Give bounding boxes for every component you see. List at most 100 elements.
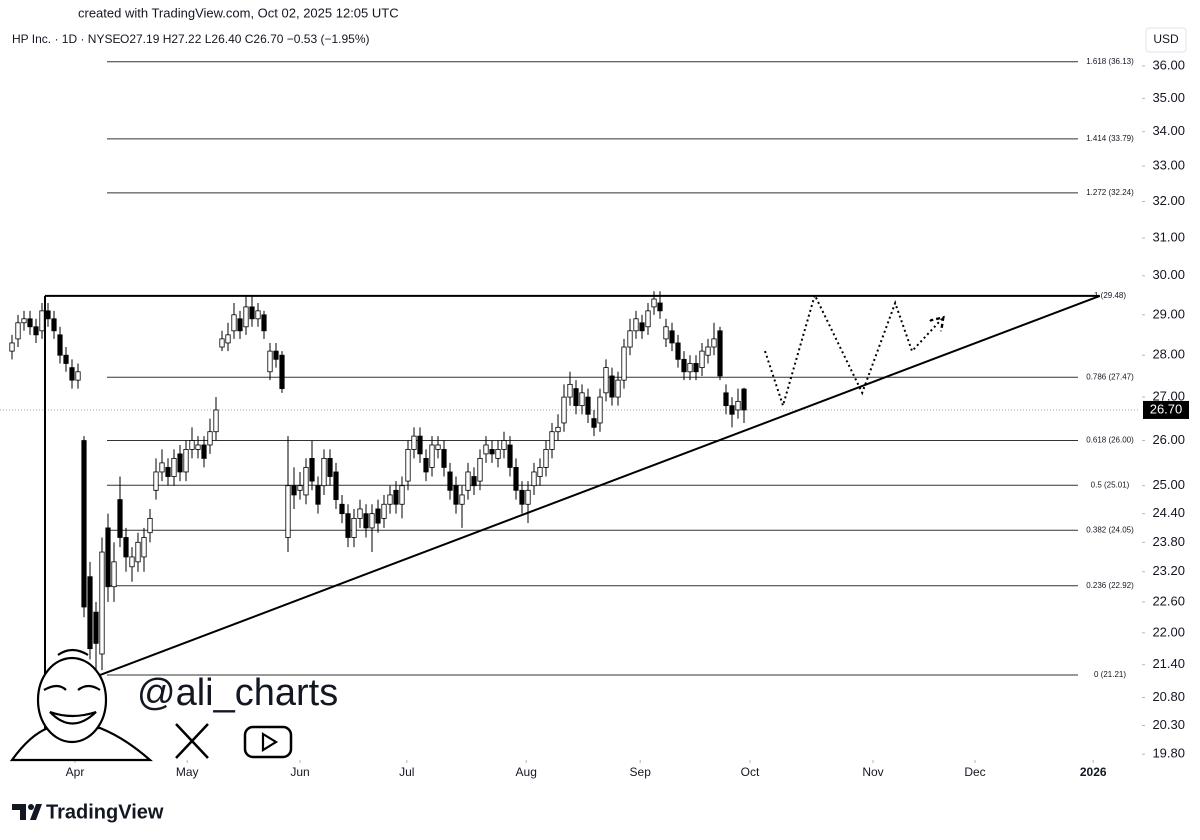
- fib-label: 0.5 (25.01): [1091, 480, 1130, 489]
- candle-body: [441, 449, 447, 468]
- fib-label: 1.414 (33.79): [1086, 134, 1134, 143]
- candle-body: [231, 314, 237, 332]
- candle-body: [591, 418, 597, 428]
- candle-body: [81, 440, 87, 608]
- candle-body: [507, 444, 513, 468]
- x-tick-label: Jul: [399, 765, 414, 779]
- candle-body: [39, 310, 45, 332]
- candle-body: [201, 444, 207, 459]
- candle-body: [711, 338, 717, 348]
- candle-body: [165, 467, 171, 477]
- candle-body: [267, 350, 273, 373]
- y-tick-label: 23.80: [1152, 534, 1185, 549]
- x-icon: [175, 723, 209, 759]
- candle-body: [483, 444, 489, 455]
- last-price-box: [1143, 400, 1189, 419]
- candle-body: [393, 489, 399, 505]
- y-tick-label: 25.00: [1152, 477, 1185, 492]
- candle-body: [489, 449, 495, 455]
- candle-body: [531, 471, 537, 487]
- candle-body: [333, 471, 339, 500]
- fib-label: 0.236 (22.92): [1086, 581, 1134, 590]
- candle-body: [189, 440, 195, 450]
- candle-body: [387, 494, 393, 505]
- candle-body: [741, 388, 747, 411]
- candle-body: [723, 392, 729, 407]
- candle-body: [33, 326, 39, 336]
- candle-body: [225, 334, 231, 344]
- candle-body: [579, 392, 585, 407]
- candle-body: [561, 396, 567, 424]
- candle-body: [57, 334, 63, 356]
- y-tick-label: 26.00: [1152, 432, 1185, 447]
- candle-body: [243, 306, 249, 328]
- candle-body: [429, 444, 435, 468]
- candle-body: [717, 330, 723, 377]
- candle-body: [123, 537, 129, 558]
- candle-body: [549, 431, 555, 450]
- candle-body: [249, 306, 255, 320]
- candle-body: [291, 485, 297, 496]
- candle-body: [21, 318, 27, 324]
- candle-body: [501, 440, 507, 450]
- candle-body: [525, 489, 531, 505]
- candle-body: [357, 508, 363, 519]
- youtube-icon: [243, 725, 293, 759]
- candle-body: [9, 342, 15, 352]
- x-tick-label: Apr: [66, 765, 85, 779]
- currency: USD: [1153, 32, 1179, 46]
- candle-body: [381, 503, 387, 519]
- candle-body: [447, 471, 453, 491]
- candle-body: [669, 330, 675, 344]
- candle-body: [87, 576, 93, 650]
- brand: TradingView: [46, 801, 164, 823]
- candle-body: [99, 551, 105, 655]
- candle-body: [399, 485, 405, 505]
- y-tick-label: 29.00: [1152, 306, 1185, 321]
- candle-body: [255, 310, 261, 320]
- x-tick-label: May: [176, 765, 199, 779]
- candle-body: [663, 326, 669, 340]
- y-tick-label: 27.00: [1152, 389, 1185, 404]
- candle-body: [111, 561, 117, 588]
- y-tick-label: 32.00: [1152, 193, 1185, 208]
- candle-body: [537, 467, 543, 477]
- pattern-line: [99, 294, 1101, 676]
- candle-body: [75, 371, 81, 381]
- candle-body: [411, 435, 417, 450]
- candle-body: [261, 314, 267, 332]
- candle-body: [63, 354, 69, 364]
- candle-body: [513, 467, 519, 491]
- y-tick-label: 24.40: [1152, 505, 1185, 520]
- candle-body: [675, 342, 681, 360]
- candle-body: [465, 471, 471, 491]
- currency-box: [1145, 27, 1187, 53]
- candle-body: [471, 476, 477, 487]
- candle-body: [699, 350, 705, 369]
- candle-body: [237, 318, 243, 332]
- candle-body: [153, 471, 159, 491]
- fib-label: 0.618 (26.00): [1086, 436, 1134, 445]
- candle-body: [459, 494, 465, 505]
- y-tick-label: 22.00: [1152, 624, 1185, 639]
- y-tick-label: 34.00: [1152, 123, 1185, 138]
- symbol: HP Inc. · 1D · NYSE: [12, 32, 120, 46]
- candle-body: [375, 508, 381, 524]
- candle-body: [147, 517, 153, 534]
- candle-body: [555, 426, 561, 433]
- y-tick-label: 28.00: [1152, 347, 1185, 362]
- candle-body: [573, 388, 579, 407]
- candle-body: [171, 457, 177, 477]
- projection-path: [764, 292, 942, 409]
- candle-body: [657, 302, 663, 312]
- candle-body: [303, 467, 309, 496]
- candle-body: [297, 485, 303, 491]
- candle-body: [159, 462, 165, 473]
- y-tick-label: 21.40: [1152, 656, 1185, 671]
- candle-body: [639, 322, 645, 332]
- fib-label: 0.382 (24.05): [1086, 525, 1134, 534]
- candle-body: [117, 499, 123, 538]
- y-tick-label: 36.00: [1152, 57, 1185, 72]
- candle-body: [207, 431, 213, 446]
